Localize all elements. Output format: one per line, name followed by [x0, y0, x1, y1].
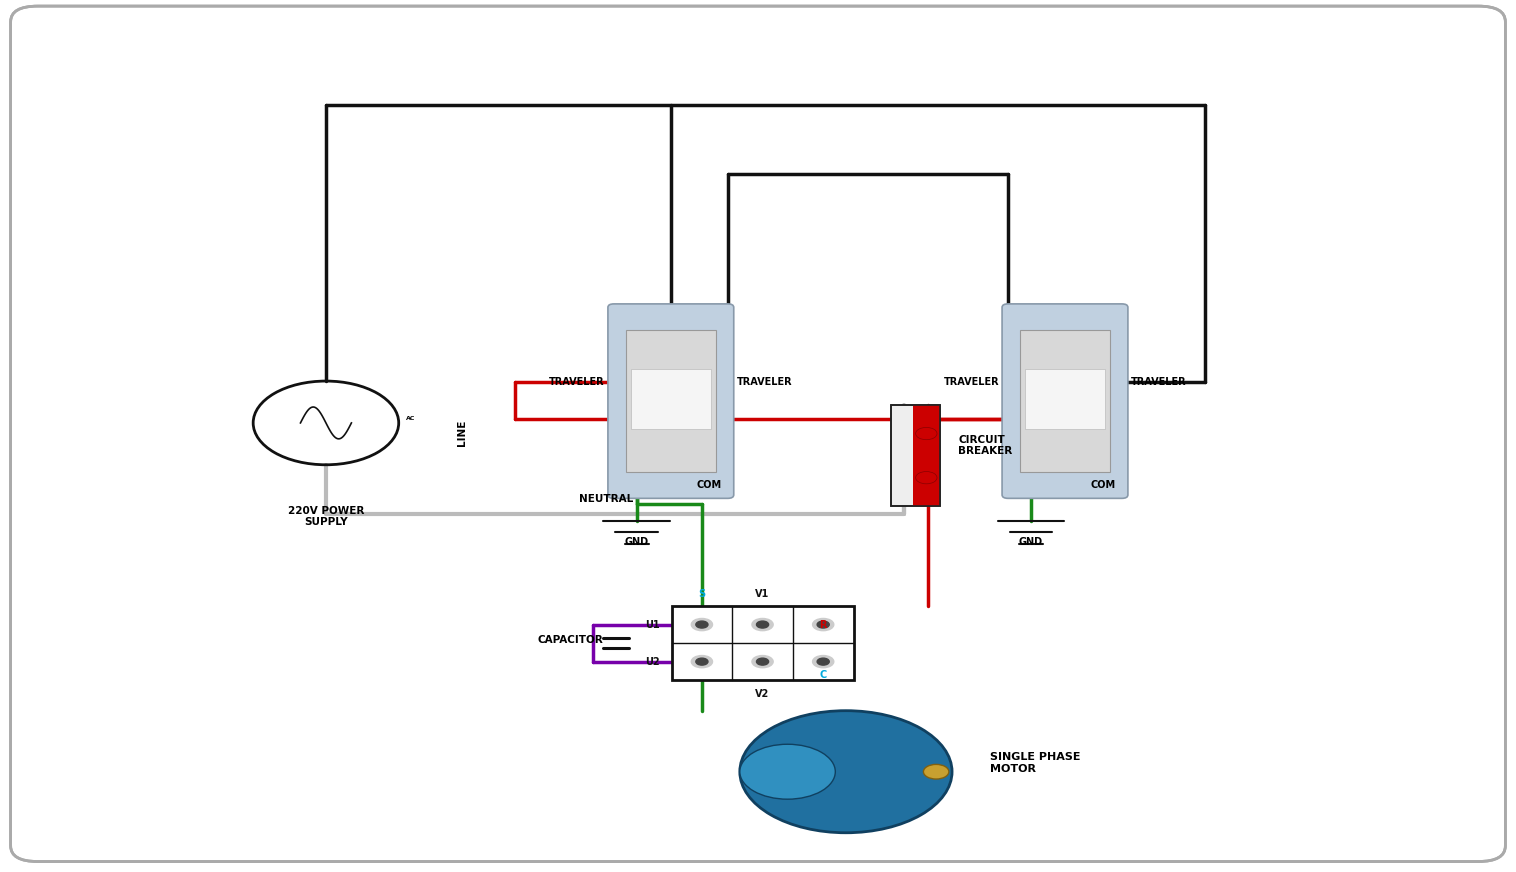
Text: GND: GND — [1019, 536, 1043, 547]
Circle shape — [813, 656, 834, 668]
Circle shape — [923, 765, 949, 779]
Text: CIRCUIT
BREAKER: CIRCUIT BREAKER — [958, 435, 1013, 456]
Text: CAPACITOR: CAPACITOR — [538, 636, 603, 645]
Bar — [891, 405, 940, 506]
Bar — [1025, 369, 1105, 429]
Text: V1: V1 — [755, 589, 770, 599]
Text: LINE: LINE — [458, 419, 467, 446]
Circle shape — [756, 658, 769, 665]
Bar — [631, 369, 711, 429]
Text: V2: V2 — [755, 689, 770, 698]
Text: COM: COM — [1090, 480, 1116, 490]
Circle shape — [916, 427, 937, 439]
Text: S: S — [699, 589, 705, 599]
Text: SINGLE PHASE
MOTOR: SINGLE PHASE MOTOR — [990, 753, 1081, 773]
Bar — [672, 606, 854, 680]
Bar — [913, 405, 940, 506]
Circle shape — [752, 656, 773, 668]
Text: 220V POWER
SUPPLY: 220V POWER SUPPLY — [288, 506, 364, 528]
Text: TRAVELER: TRAVELER — [1131, 378, 1187, 387]
Text: NEUTRAL: NEUTRAL — [579, 494, 634, 504]
Text: AC: AC — [406, 416, 415, 421]
Circle shape — [740, 745, 835, 799]
FancyBboxPatch shape — [11, 6, 1505, 862]
Circle shape — [740, 711, 952, 833]
Text: U2: U2 — [644, 657, 659, 666]
Text: COM: COM — [696, 480, 722, 490]
Circle shape — [752, 618, 773, 630]
Text: GND: GND — [625, 536, 649, 547]
Bar — [626, 330, 716, 473]
Bar — [891, 405, 940, 506]
Bar — [1020, 330, 1110, 473]
FancyBboxPatch shape — [1002, 303, 1128, 498]
Circle shape — [696, 621, 708, 628]
FancyBboxPatch shape — [608, 303, 734, 498]
Text: TRAVELER: TRAVELER — [549, 378, 605, 387]
Circle shape — [916, 472, 937, 484]
Circle shape — [696, 658, 708, 665]
Text: C: C — [820, 671, 826, 680]
Text: R: R — [820, 620, 826, 630]
Circle shape — [691, 618, 713, 630]
Circle shape — [817, 621, 829, 628]
Text: TRAVELER: TRAVELER — [943, 378, 999, 387]
Circle shape — [813, 618, 834, 630]
Text: U1: U1 — [644, 620, 659, 630]
Circle shape — [817, 658, 829, 665]
Circle shape — [691, 656, 713, 668]
Circle shape — [756, 621, 769, 628]
Text: TRAVELER: TRAVELER — [737, 378, 793, 387]
